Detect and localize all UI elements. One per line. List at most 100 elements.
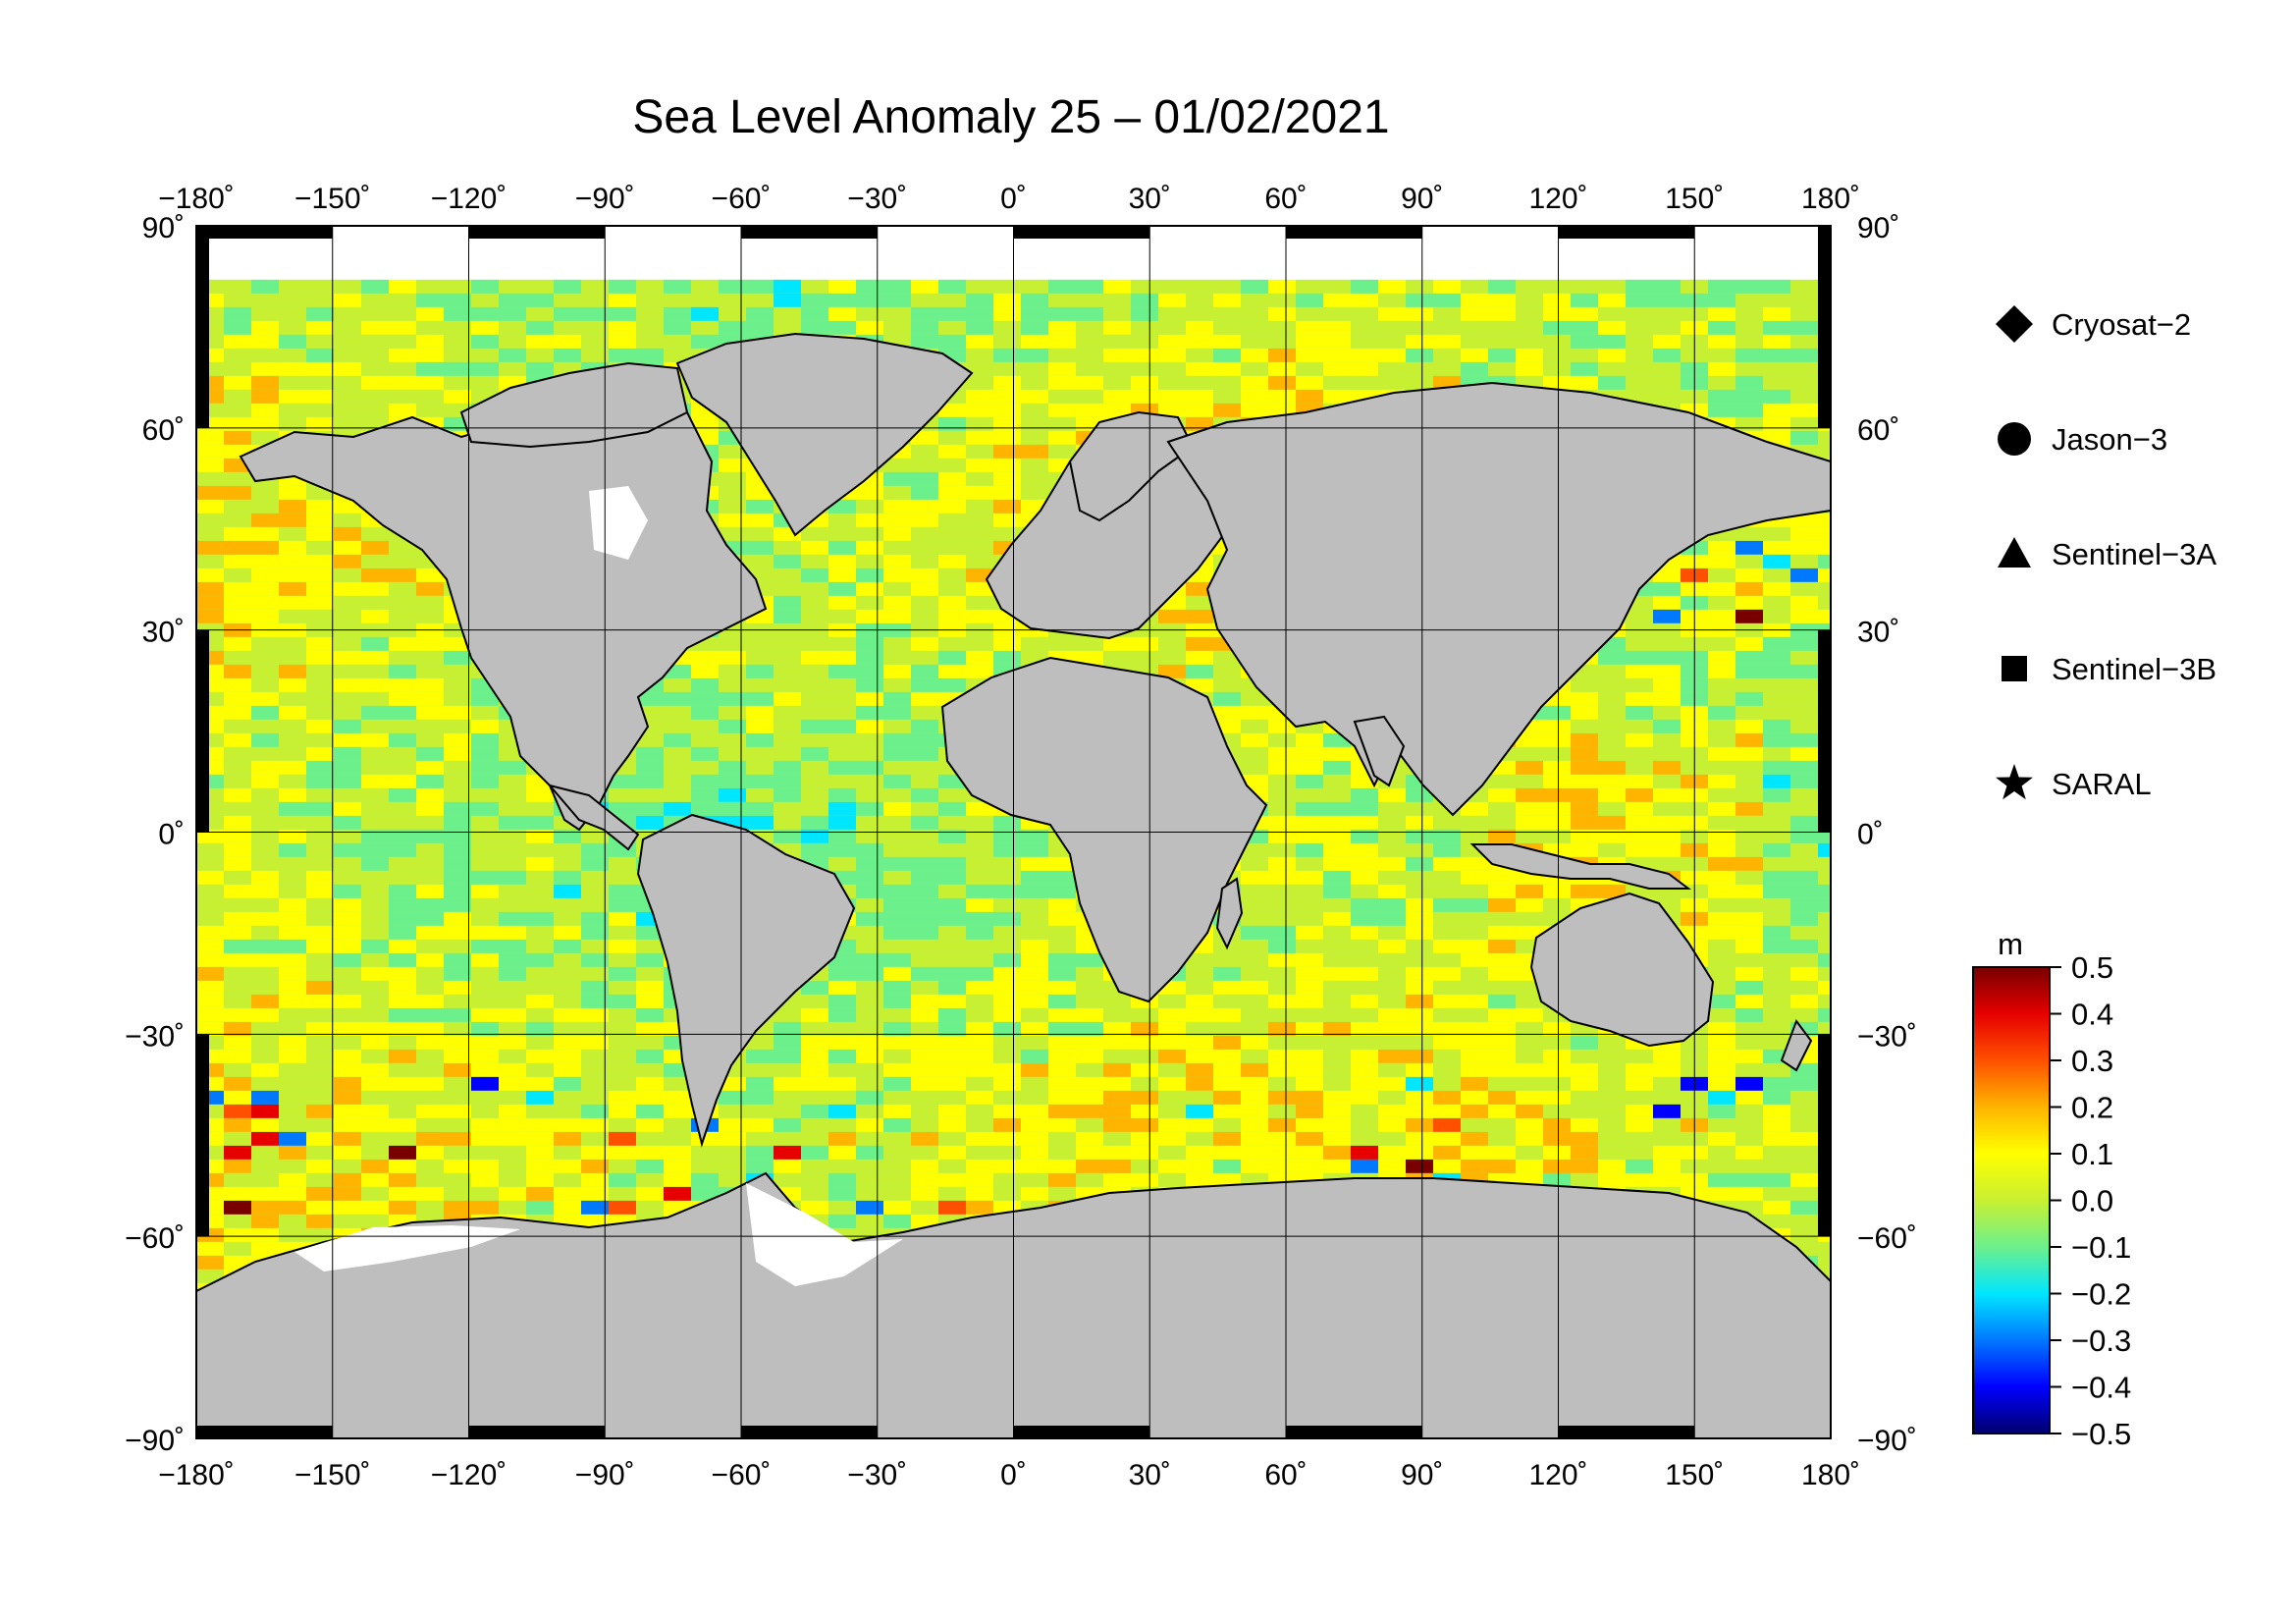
anomaly-cell [1626,348,1653,362]
anomaly-cell [1406,1007,1433,1022]
anomaly-cell [1076,279,1103,294]
anomaly-cell [938,403,966,417]
anomaly-cell [1323,1117,1351,1132]
anomaly-cell [1241,1035,1268,1050]
anomaly-cell [279,705,306,720]
anomaly-cell [938,568,966,582]
anomaly-cell [279,1159,306,1173]
anomaly-cell [1763,994,1790,1008]
anomaly-cell [196,609,224,623]
anomaly-cell [306,719,334,733]
anomaly-cell [1626,279,1653,294]
anomaly-cell [1571,760,1598,775]
anomaly-cell [1433,1145,1461,1160]
anomaly-cell [471,801,499,816]
graticule [196,226,1831,1438]
anomaly-cell [361,1200,389,1215]
anomaly-cell [1406,334,1433,349]
anomaly-cell [1488,829,1516,843]
anomaly-cell [361,966,389,981]
anomaly-cell [1598,719,1626,733]
anomaly-cell [251,348,279,362]
anomaly-cell [1433,925,1461,940]
anomaly-cell [334,939,361,953]
anomaly-cell [1543,279,1571,294]
anomaly-cell [801,746,828,761]
anomaly-cell [279,966,306,981]
central-america [547,784,640,851]
anomaly-cell [1571,320,1598,335]
anomaly-cell [1571,1076,1598,1091]
anomaly-cell [1241,980,1268,995]
anomaly-cell [416,1200,444,1215]
anomaly-cell [1626,842,1653,857]
anomaly-cell [526,911,554,926]
anomaly-cell [746,787,774,802]
anomaly-cell [1653,1117,1681,1132]
anomaly-cell [389,403,416,417]
anomaly-cell [499,980,526,995]
anomaly-cell [471,939,499,953]
anomaly-cell [1626,1049,1653,1063]
anomaly-cell [1571,375,1598,390]
anomaly-cell [1021,842,1048,857]
anomaly-cell [416,1021,444,1036]
anomaly-cell [938,1076,966,1091]
anomaly-cell [581,1035,609,1050]
anomaly-cell [1543,801,1571,816]
anomaly-cell [1406,361,1433,376]
anomaly-cell [801,677,828,692]
anomaly-cell [1763,911,1790,926]
anomaly-cell [444,897,471,912]
anomaly-cell [856,636,883,651]
anomaly-cell [609,1076,636,1091]
anomaly-cell [389,568,416,582]
anomaly-cell [966,430,993,445]
anomaly-cell [444,320,471,335]
anomaly-cell [1076,293,1103,307]
anomaly-cell [883,842,911,857]
colorbar [1972,966,2051,1434]
anomaly-cell [993,897,1021,912]
anomaly-cell [416,334,444,349]
anomaly-cell [828,1145,856,1160]
anomaly-cell [911,581,938,596]
anomaly-cell [526,939,554,953]
anomaly-cell [1076,1172,1103,1187]
anomaly-cell [361,1186,389,1201]
anomaly-cell [581,884,609,898]
anomaly-cell [856,732,883,747]
anomaly-cell [1378,279,1406,294]
anomaly-cell [1763,1035,1790,1050]
anomaly-cell [1076,952,1103,967]
anomaly-cell [883,1214,911,1228]
anomaly-cell [1131,1172,1158,1187]
anomaly-cell [1378,1076,1406,1091]
anomaly-cell [1296,994,1323,1008]
anomaly-cell [1268,1117,1296,1132]
lat-tick-label: −90˚ [1857,1425,1917,1457]
anomaly-cell [196,952,224,967]
anomaly-cell [306,540,334,555]
anomaly-cell [224,677,251,692]
anomaly-cell [1186,581,1213,596]
anomaly-cell [1378,952,1406,967]
anomaly-cell [1268,719,1296,733]
anomaly-cell [306,293,334,307]
anomaly-cell [334,787,361,802]
anomaly-cell [1268,348,1296,362]
anomaly-cell [416,691,444,706]
anomaly-cell [306,1090,334,1105]
anomaly-cell [636,1172,664,1187]
anomaly-cell [1790,897,1818,912]
anomaly-cell [1543,1076,1571,1091]
anomaly-cell [609,1062,636,1077]
anomaly-cell [1323,1104,1351,1118]
anomaly-cell [196,526,224,541]
anomaly-cell [1461,980,1488,995]
anomaly-cell [1708,870,1735,885]
lon-tick-label: 120˚ [1528,183,1587,215]
anomaly-cell [251,636,279,651]
anomaly-cell [224,568,251,582]
anomaly-cell [1296,389,1323,404]
